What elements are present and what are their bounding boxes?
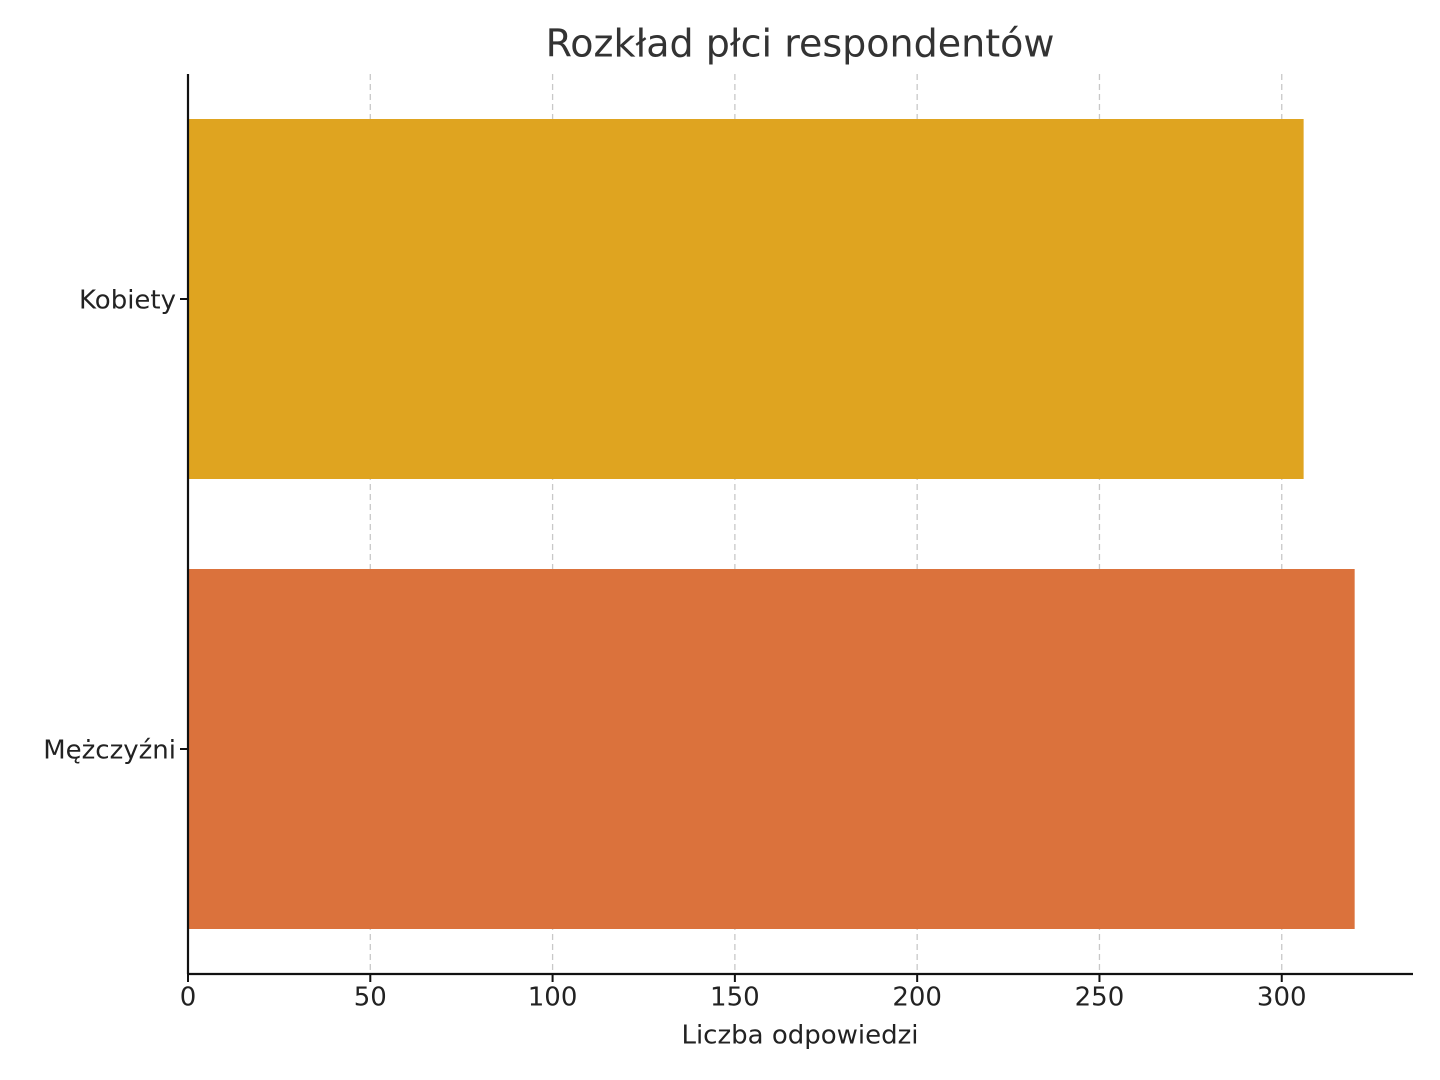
x-tick-label: 100 xyxy=(528,983,578,1013)
x-axis-label: Liczba odpowiedzi xyxy=(681,1021,918,1051)
x-tick-label: 300 xyxy=(1257,983,1307,1013)
x-tick-label: 0 xyxy=(180,983,197,1013)
chart-title: Rozkład płci respondentów xyxy=(546,22,1055,66)
x-tick-label: 150 xyxy=(710,983,760,1013)
y-tick-label: Kobiety xyxy=(79,286,176,316)
bar xyxy=(188,119,1304,479)
x-tick-label: 250 xyxy=(1075,983,1125,1013)
y-tick-label: Mężczyźni xyxy=(43,736,176,766)
x-tick-label: 50 xyxy=(354,983,387,1013)
x-tick-label: 200 xyxy=(892,983,942,1013)
bar xyxy=(188,569,1355,929)
